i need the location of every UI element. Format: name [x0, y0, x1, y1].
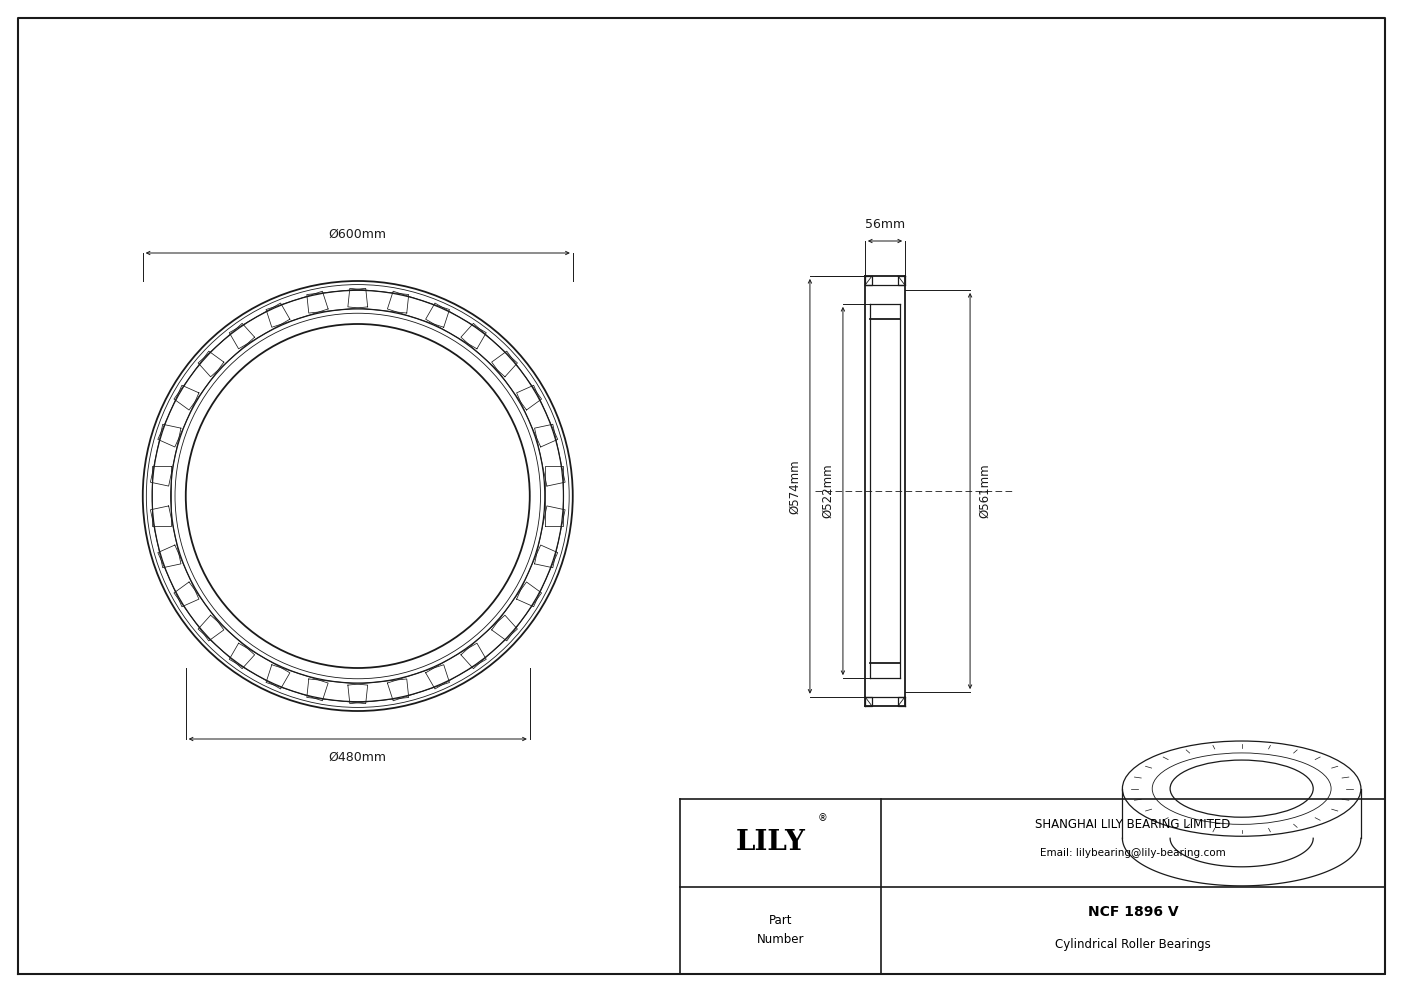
Text: Ø522mm: Ø522mm: [821, 463, 835, 518]
Text: Ø561mm: Ø561mm: [978, 463, 992, 518]
Text: Ø480mm: Ø480mm: [328, 751, 387, 764]
Text: NCF 1896 V: NCF 1896 V: [1087, 906, 1179, 920]
Ellipse shape: [1170, 760, 1313, 817]
Text: 56mm: 56mm: [864, 218, 905, 231]
Text: Ø600mm: Ø600mm: [328, 228, 387, 241]
Text: Ø574mm: Ø574mm: [788, 459, 801, 514]
Text: ®: ®: [818, 812, 828, 822]
Text: Part
Number: Part Number: [756, 915, 804, 946]
Text: LILY: LILY: [735, 829, 805, 856]
Text: Email: lilybearing@lily-bearing.com: Email: lilybearing@lily-bearing.com: [1040, 848, 1226, 858]
Text: Cylindrical Roller Bearings: Cylindrical Roller Bearings: [1055, 937, 1211, 950]
Text: SHANGHAI LILY BEARING LIMITED: SHANGHAI LILY BEARING LIMITED: [1035, 818, 1230, 831]
